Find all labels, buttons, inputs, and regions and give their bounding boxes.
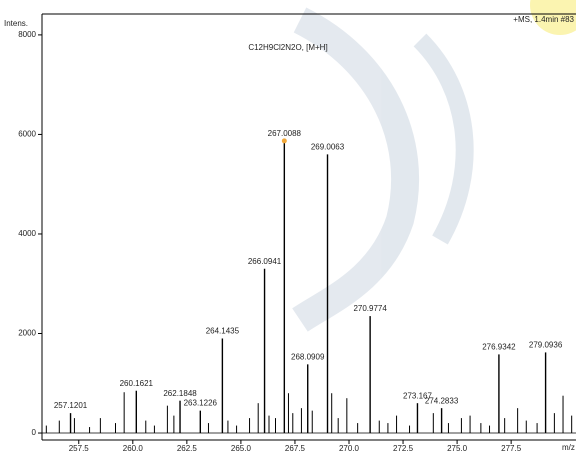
peak-label: 269.0063 — [311, 142, 345, 151]
chart: Intens. +MS, 1.4min #83 C12H9Cl2N2O, [M+… — [0, 0, 576, 453]
peak-label: 260.1621 — [120, 379, 154, 388]
peak-label: 264.1435 — [206, 327, 240, 336]
x-tick-label: 260.0 — [123, 444, 144, 453]
peak-label: 276.9342 — [482, 343, 516, 352]
peak-label: 274.2833 — [425, 396, 459, 405]
x-tick-label: 262.5 — [177, 444, 198, 453]
peak-label: 262.1848 — [163, 389, 197, 398]
y-tick-label: 6000 — [18, 130, 36, 139]
x-tick-label: 267.5 — [285, 444, 306, 453]
peak-label: 267.0088 — [268, 129, 302, 138]
watermark — [300, 20, 465, 320]
y-tick-label: 0 — [32, 428, 37, 437]
x-tick-label: 272.5 — [393, 444, 414, 453]
y-tick-label: 8000 — [18, 30, 36, 39]
annotation: +MS, 1.4min #83 — [513, 15, 574, 24]
peak-label: 266.0941 — [248, 257, 282, 266]
chart-title: C12H9Cl2N2O, [M+H] — [248, 43, 327, 52]
x-tick-label: 257.5 — [69, 444, 90, 453]
y-tick-label: 4000 — [18, 229, 36, 238]
peak-label: 268.0909 — [291, 352, 325, 361]
x-tick-label: 270.0 — [339, 444, 360, 453]
x-tick-label: 277.5 — [501, 444, 522, 453]
peak-label: 270.9774 — [353, 304, 387, 313]
peak-label: 257.1201 — [54, 401, 88, 410]
peak-apex — [282, 138, 287, 143]
x-tick-label: 265.0 — [231, 444, 252, 453]
peak-label: 279.0936 — [529, 341, 563, 350]
y-axis-label: Intens. — [4, 19, 28, 28]
x-tick-label: 275.0 — [447, 444, 468, 453]
y-tick-label: 2000 — [18, 329, 36, 338]
x-axis-label: m/z — [562, 443, 575, 452]
peak-label: 263.1226 — [184, 399, 218, 408]
